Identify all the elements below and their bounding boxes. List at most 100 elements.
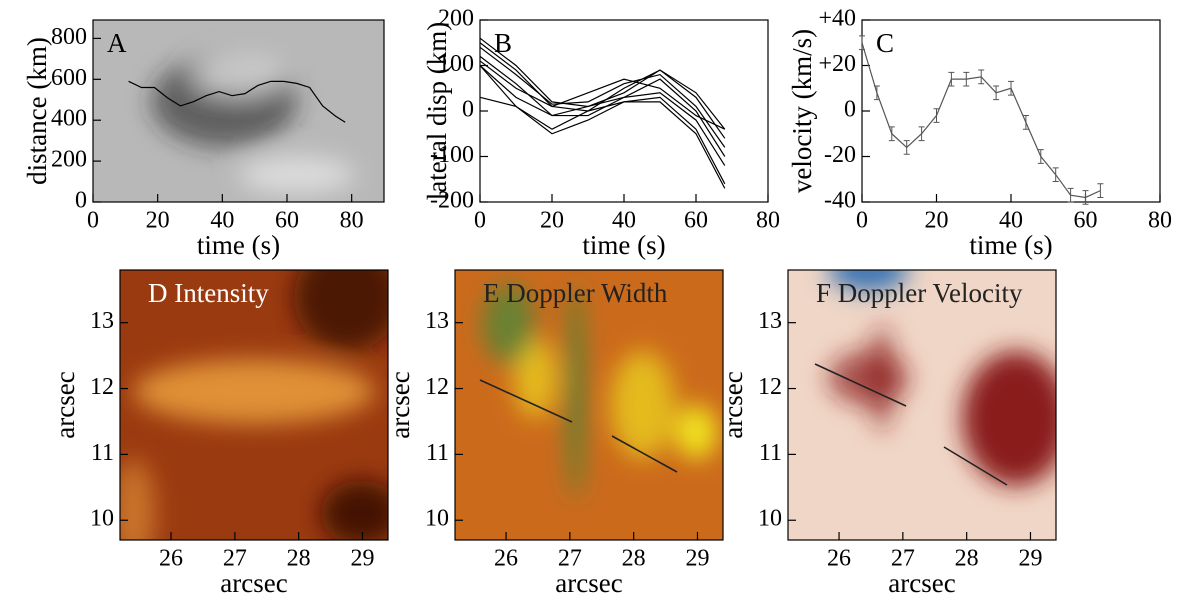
plot-frame [92,19,385,203]
panel: 0 20 40 60 80 -40 -20 0 +20 +40 time (s) velocity (… [787,6,1172,261]
x-tick-label: 26 [159,546,183,572]
plot-frame [787,269,1057,541]
y-axis-label: arcsec [50,371,80,438]
error-bar [1082,190,1089,205]
arrow [814,363,907,407]
y-tick-label: 200 [51,147,87,173]
panel-title: F Doppler Velocity [816,278,1023,308]
x-tick-label: 60 [275,208,299,234]
image-feature [962,351,1056,486]
y-tick-label: 800 [51,24,87,50]
x-axis-label: arcsec [555,568,622,598]
plot-frame [119,269,389,541]
x-tick-label: 80 [340,208,364,234]
y-tick-label: -20 [824,142,856,168]
y-tick-label: 11 [91,440,114,466]
x-axis-label: arcsec [888,568,955,598]
image-feature [120,459,155,540]
image-feature [513,337,557,419]
y-tick-label: 11 [759,440,782,466]
panel: 26 27 28 29 10 11 12 13 arcsec arcsec E Doppler Wi… [385,269,724,598]
image-feature [610,351,675,459]
y-tick-label: 600 [51,65,87,91]
error-bar [1022,115,1029,130]
error-bar [978,69,985,85]
data-line [479,65,726,185]
x-tick-label: 27 [891,546,915,572]
image-feature [238,156,355,193]
x-tick-label: 80 [1148,208,1172,234]
image-texture [120,270,388,540]
image-texture [455,270,723,540]
y-tick-label: 0 [844,97,856,123]
panel-title: E Doppler Width [483,278,668,308]
image-feature [294,270,388,351]
image-feature [133,359,375,424]
error-bar [1037,149,1044,164]
y-tick-label: +40 [818,6,856,32]
image-feature [321,480,388,540]
x-tick-label: 29 [1018,546,1042,572]
y-axis-label: arcsec [385,371,415,438]
y-tick-label: 10 [425,506,449,532]
y-tick-label: +20 [818,51,856,77]
y-tick-label: 11 [426,440,449,466]
data-line [479,65,726,166]
x-tick-label: 27 [558,546,582,572]
x-tick-label: 26 [827,546,851,572]
y-tick-label: 13 [758,308,782,334]
x-tick-label: 20 [925,208,949,234]
y-tick-label: 12 [758,374,782,400]
x-tick-label: 0 [474,208,486,234]
x-tick-label: 0 [87,208,99,234]
error-bar [1097,183,1104,198]
plot-frame [861,19,1161,203]
image-feature [828,270,909,292]
x-tick-label: 20 [540,208,564,234]
x-tick-label: 27 [223,546,247,572]
y-axis-label: distance (km) [22,37,52,185]
x-tick-label: 29 [350,546,374,572]
image-blobs [120,270,388,540]
error-bar [918,126,925,142]
y-tick-label: -100 [430,142,474,168]
panel-title: D Intensity [148,278,269,308]
error-bar [859,35,865,51]
image-feature [868,324,896,432]
y-tick-label: -40 [824,188,856,214]
plot-frame [454,269,724,541]
error-bar [888,126,895,142]
panel-title: A [107,28,127,58]
x-axis-label: time (s) [582,230,665,260]
arrow [943,446,1008,486]
y-tick-label: 0 [75,188,87,214]
panel: 26 27 28 29 10 11 12 13 arcsec arcsec D Intensity [50,269,389,598]
data-line [128,80,346,123]
panel: 0 20 40 60 80 -200 -100 0 100 200 time (s) lateral … [422,6,780,261]
y-tick-label: 12 [90,374,114,400]
error-bar [1067,187,1074,203]
data-line [479,46,726,148]
image-texture [788,270,1056,540]
panel-title: C [876,28,894,58]
x-tick-label: 40 [210,208,234,234]
x-tick-label: 60 [1074,208,1098,234]
error-bar [873,85,880,101]
image-texture [93,20,384,202]
data-line [861,42,1101,199]
error-bar [993,85,1000,101]
y-tick-label: 13 [425,308,449,334]
y-tick-label: 100 [438,51,474,77]
data-line [479,60,726,130]
x-axis-label: arcsec [220,568,287,598]
x-tick-label: 60 [684,208,708,234]
panel: 26 27 28 29 10 11 12 13 arcsec arcsec F Doppler Ve… [718,269,1057,598]
arrows [479,363,1008,486]
image-blobs [828,270,1056,486]
x-tick-label: 40 [999,208,1023,234]
data-line [479,42,726,139]
y-tick-label: 10 [758,506,782,532]
